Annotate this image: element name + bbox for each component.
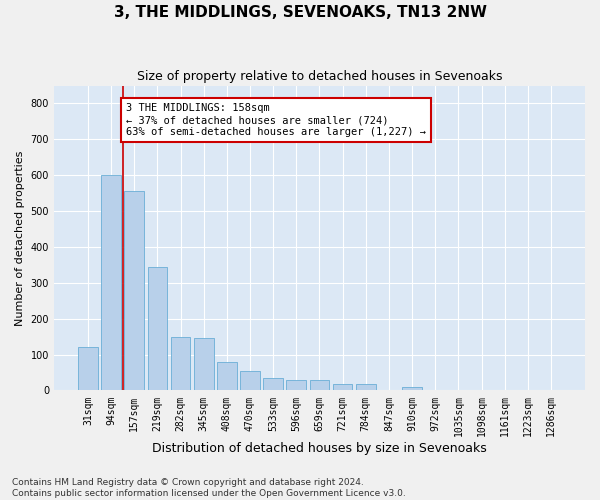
Text: 3, THE MIDDLINGS, SEVENOAKS, TN13 2NW: 3, THE MIDDLINGS, SEVENOAKS, TN13 2NW — [113, 5, 487, 20]
Title: Size of property relative to detached houses in Sevenoaks: Size of property relative to detached ho… — [137, 70, 502, 83]
Bar — [101, 175, 121, 390]
Bar — [263, 378, 283, 390]
Text: Contains HM Land Registry data © Crown copyright and database right 2024.
Contai: Contains HM Land Registry data © Crown c… — [12, 478, 406, 498]
Bar — [240, 370, 260, 390]
Text: 3 THE MIDDLINGS: 158sqm
← 37% of detached houses are smaller (724)
63% of semi-d: 3 THE MIDDLINGS: 158sqm ← 37% of detache… — [126, 104, 426, 136]
Y-axis label: Number of detached properties: Number of detached properties — [15, 150, 25, 326]
Bar — [194, 338, 214, 390]
Bar — [333, 384, 352, 390]
Bar — [402, 387, 422, 390]
X-axis label: Distribution of detached houses by size in Sevenoaks: Distribution of detached houses by size … — [152, 442, 487, 455]
Bar — [78, 348, 98, 391]
Bar — [124, 192, 144, 390]
Bar — [217, 362, 236, 390]
Bar — [148, 266, 167, 390]
Bar — [356, 384, 376, 390]
Bar — [286, 380, 306, 390]
Bar — [170, 336, 190, 390]
Bar — [310, 380, 329, 390]
